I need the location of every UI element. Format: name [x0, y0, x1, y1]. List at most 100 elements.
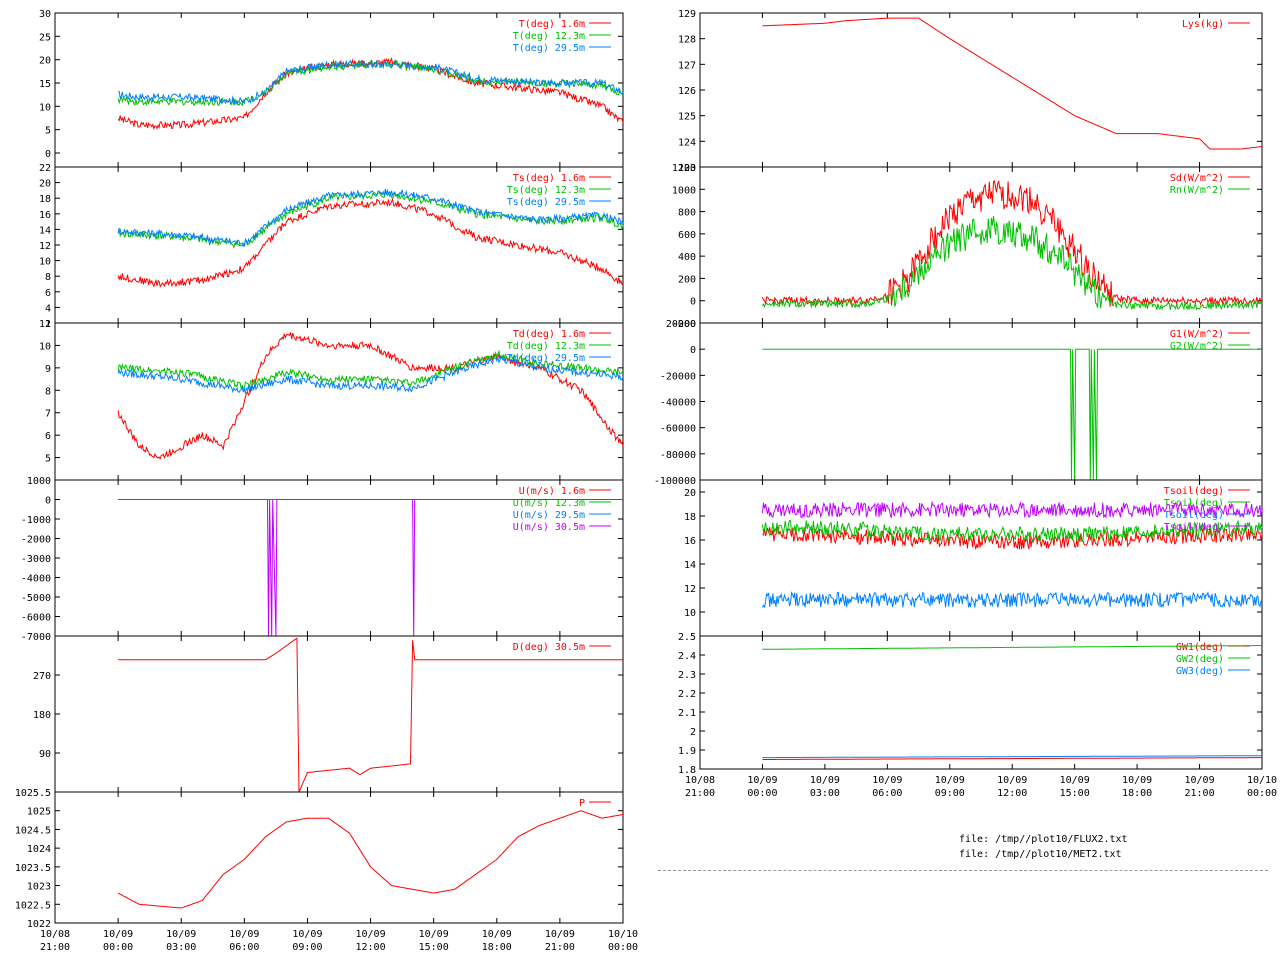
ytick-label: -60000 [660, 424, 696, 435]
series-ts-2 [117, 188, 624, 247]
series-tsoil-3 [761, 500, 1263, 519]
ytick-label: 16 [684, 536, 696, 547]
legend-label: Tsoil(deg) [1164, 498, 1224, 509]
left-xtick-time: 12:00 [356, 942, 386, 953]
right-xtick-date: 10/09 [747, 775, 777, 786]
separator-line [658, 870, 1268, 871]
left-xtick-time: 21:00 [545, 942, 575, 953]
right-xtick-date: 10/09 [1060, 775, 1090, 786]
series-sd-1 [761, 215, 1263, 311]
ytick-label: 30 [39, 9, 51, 20]
left-xtick-date: 10/09 [545, 929, 575, 940]
legend-label: GW1(deg) [1176, 642, 1224, 653]
ytick-label: 200 [678, 274, 696, 285]
ytick-label: -1000 [21, 515, 51, 526]
ytick-label: 270 [33, 671, 51, 682]
ytick-label: 0 [45, 149, 51, 160]
ytick-label: -100000 [654, 476, 696, 487]
legend-label: Sd(W/m^2) [1170, 173, 1224, 184]
ytick-label: 18 [39, 194, 51, 205]
right-xtick-time: 03:00 [810, 788, 840, 799]
ytick-label: 7 [45, 409, 51, 420]
series-td-1 [117, 349, 624, 390]
left-xtick-date: 10/08 [40, 929, 70, 940]
flux-file-label: file: /tmp//plot10/FLUX2.txt [959, 834, 1128, 845]
left-xtick-time: 18:00 [482, 942, 512, 953]
ytick-label: 10 [39, 102, 51, 113]
ytick-label: 0 [45, 496, 51, 507]
legend-label: Ts(deg) 1.6m [513, 173, 585, 184]
series-t-2 [118, 59, 624, 106]
series-gw-2 [762, 755, 1262, 759]
left-xtick-date: 10/09 [229, 929, 259, 940]
series-tsoil-0 [762, 525, 1263, 551]
ytick-label: 2.3 [678, 670, 696, 681]
right-xtick-date: 10/09 [1122, 775, 1152, 786]
ytick-label: 1022 [27, 919, 51, 930]
ytick-label: 2.1 [678, 708, 696, 719]
ytick-label: -3000 [21, 554, 51, 565]
ytick-label: 123 [678, 163, 696, 174]
ytick-label: 126 [678, 86, 696, 97]
left-xtick-time: 03:00 [166, 942, 196, 953]
legend-label: U(m/s) 1.6m [519, 486, 585, 497]
right-xtick-time: 06:00 [872, 788, 902, 799]
left-xtick-date: 10/09 [356, 929, 386, 940]
ytick-label: 2 [45, 319, 51, 330]
ytick-label: 16 [39, 210, 51, 221]
ytick-label: 20 [39, 56, 51, 67]
legend-label: Lys(kg) [1182, 19, 1224, 30]
ytick-label: -7000 [21, 632, 51, 643]
ytick-label: 22 [39, 163, 51, 174]
series-tsoil-2 [761, 590, 1263, 609]
series-p-0 [117, 810, 624, 909]
series-gw-0 [762, 757, 1262, 760]
ytick-label: 127 [678, 60, 696, 71]
ytick-label: 10 [39, 341, 51, 352]
ytick-label: 2.4 [678, 651, 696, 662]
ytick-label: 1.9 [678, 746, 696, 757]
ytick-label: 1200 [672, 163, 696, 174]
ytick-label: 12 [39, 241, 51, 252]
right-xtick-date: 10/09 [997, 775, 1027, 786]
ytick-label: 129 [678, 9, 696, 20]
series-lys-0 [762, 17, 1263, 150]
series-gw-1 [762, 645, 1262, 650]
ytick-label: 14 [684, 560, 696, 571]
ytick-label: -5000 [21, 593, 51, 604]
ytick-label: 1023 [27, 882, 51, 893]
ytick-label: 180 [33, 710, 51, 721]
ytick-label: 5 [45, 454, 51, 465]
left-xtick-date: 10/09 [482, 929, 512, 940]
ytick-label: 800 [678, 208, 696, 219]
legend-label: Rn(W/m^2) [1170, 185, 1224, 196]
series-t-1 [117, 59, 624, 107]
right-xtick-date: 10/09 [872, 775, 902, 786]
left-xtick-time: 21:00 [40, 942, 70, 953]
right-xtick-time: 21:00 [1185, 788, 1215, 799]
ytick-label: 0 [690, 345, 696, 356]
series-u-3 [118, 499, 623, 637]
left-xtick-date: 10/10 [608, 929, 638, 940]
ytick-label: 15 [39, 79, 51, 90]
ytick-label: 90 [39, 749, 51, 760]
ytick-label: 400 [678, 252, 696, 263]
ytick-label: 11 [39, 319, 51, 330]
ytick-label: 1.8 [678, 765, 696, 776]
left-xtick-time: 09:00 [292, 942, 322, 953]
ytick-label: 1022.5 [15, 900, 51, 911]
legend-label: D(deg) 30.5m [513, 642, 585, 653]
legend-label: G2(W/m^2) [1170, 341, 1224, 352]
left-xtick-time: 00:00 [103, 942, 133, 953]
right-xtick-time: 18:00 [1122, 788, 1152, 799]
right-xtick-time: 15:00 [1060, 788, 1090, 799]
right-xtick-date: 10/09 [935, 775, 965, 786]
right-xtick-time: 00:00 [747, 788, 777, 799]
right-xtick-date: 10/08 [685, 775, 715, 786]
legend-label: T(deg) 29.5m [513, 43, 585, 54]
ytick-label: -2000 [21, 535, 51, 546]
right-xtick-time: 12:00 [997, 788, 1027, 799]
legend-label: Td(deg) 29.5m [507, 353, 585, 364]
ytick-label: 600 [678, 230, 696, 241]
